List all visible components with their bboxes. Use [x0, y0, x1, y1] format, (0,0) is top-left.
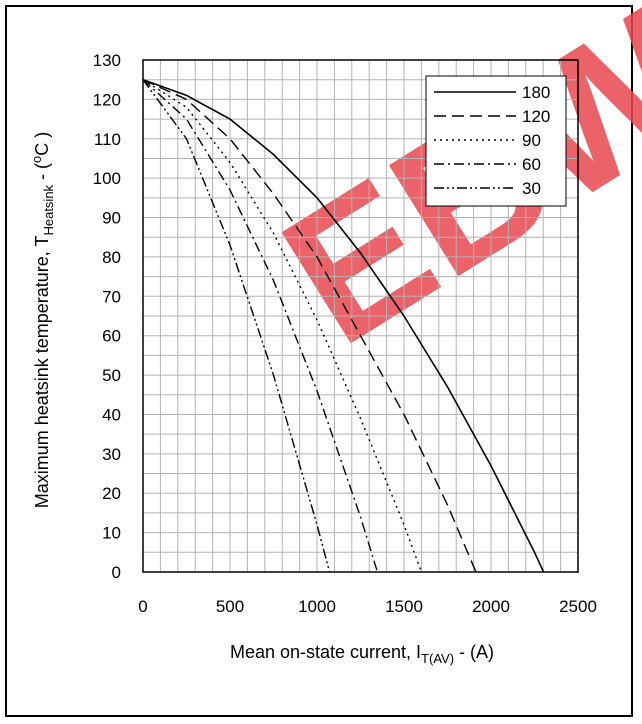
legend-label-180: 180 — [522, 83, 550, 102]
series-line-60 — [143, 79, 379, 572]
legend-label-90: 90 — [522, 131, 541, 150]
x-tick-label: 0 — [138, 597, 147, 616]
series-line-30 — [143, 79, 331, 572]
legend-label-30: 30 — [522, 179, 541, 198]
y-tick-label: 60 — [102, 327, 121, 346]
legend: 180 120 90 60 30 — [425, 75, 567, 207]
y-tick-label: 90 — [102, 209, 121, 228]
x-tick-labels: 0 500 1000 1500 2000 2500 — [138, 597, 597, 616]
x-tick-label: 1000 — [298, 597, 336, 616]
figure-frame — [5, 5, 633, 717]
y-axis-title: Maximum heatsink temperature, THeatsink … — [29, 132, 56, 509]
y-tick-label: 0 — [112, 563, 121, 582]
series-line-180 — [143, 78, 545, 572]
y-tick-label: 10 — [102, 524, 121, 543]
series-line-120 — [143, 79, 477, 572]
y-tick-label: 120 — [93, 90, 121, 109]
plot-border — [142, 59, 579, 573]
y-tick-label: 110 — [94, 130, 121, 149]
y-tick-label: 20 — [102, 484, 121, 503]
y-tick-labels: 0 10 20 30 40 50 60 70 80 90 100 110 120 130 — [93, 51, 121, 582]
y-tick-label: 130 — [93, 51, 121, 70]
y-tick-label: 100 — [93, 169, 121, 188]
y-tick-label: 30 — [102, 445, 121, 464]
legend-label-120: 120 — [522, 107, 550, 126]
y-tick-label: 80 — [102, 248, 121, 267]
y-tick-label: 50 — [102, 366, 121, 385]
x-tick-label: 500 — [216, 597, 244, 616]
legend-label-60: 60 — [522, 155, 541, 174]
x-axis-title: Mean on-state current, IT(AV) - (A) — [230, 642, 494, 666]
y-tick-label: 70 — [102, 287, 121, 306]
series-line-90 — [143, 79, 423, 572]
series-lines — [143, 78, 545, 572]
x-tick-label: 2500 — [559, 597, 597, 616]
x-tick-label: 1500 — [385, 597, 423, 616]
x-tick-label: 2000 — [472, 597, 510, 616]
y-tick-label: 40 — [102, 405, 121, 424]
legend-box — [425, 75, 567, 207]
